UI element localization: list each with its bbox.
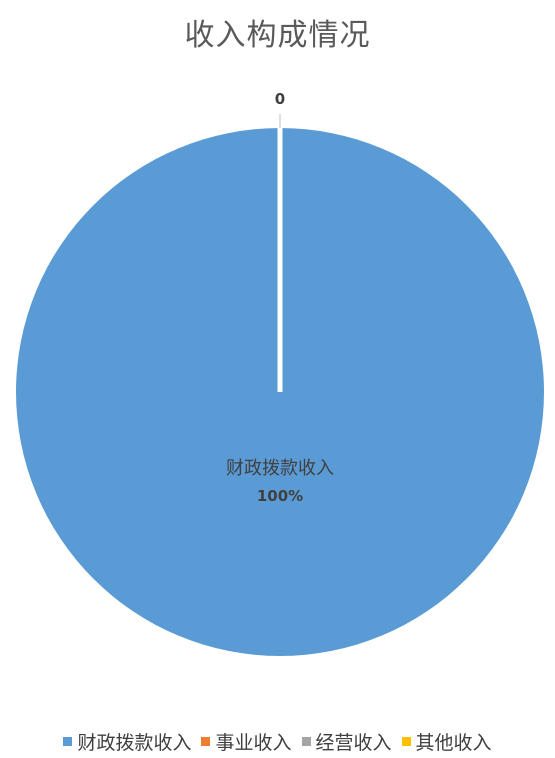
legend-swatch-fiscal [63,737,73,746]
chart-title: 收入构成情况 [184,18,371,53]
zero-value-data-label: 0 [275,90,285,108]
legend-label-business: 事业收入 [215,732,292,754]
legend-label-other: 其他收入 [415,732,492,754]
legend-label-operating: 经营收入 [315,732,392,754]
legend-item-other: 其他收入 [401,728,492,755]
legend-item-fiscal: 财政拨款收入 [63,728,191,755]
slice-percent-data-label: 100% [257,487,303,505]
chart-legend: 财政拨款收入 事业收入 经营收入 其他收入 [0,728,555,755]
legend-swatch-other [401,737,411,746]
legend-swatch-business [201,737,211,746]
legend-item-business: 事业收入 [201,728,292,755]
legend-swatch-operating [301,737,311,746]
legend-item-operating: 经营收入 [301,728,392,755]
slice-category-data-label: 财政拨款收入 [226,458,334,479]
legend-label-fiscal: 财政拨款收入 [77,732,192,754]
